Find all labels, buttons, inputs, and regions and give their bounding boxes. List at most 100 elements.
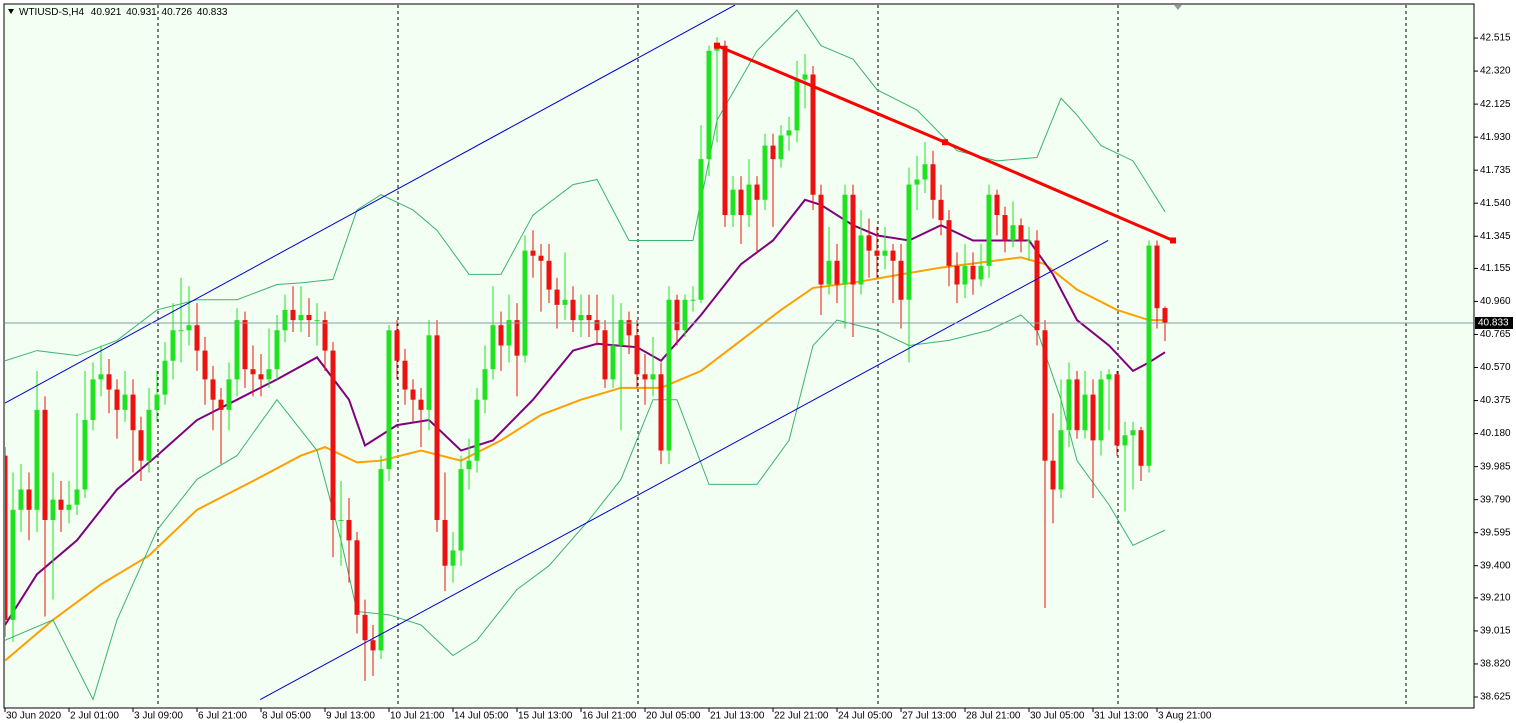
trend-marker	[714, 42, 720, 49]
indicator-line	[5, 9, 1166, 362]
candle-body	[114, 389, 120, 410]
candle-body	[658, 374, 664, 451]
candle-body	[994, 194, 1000, 216]
candle-body	[202, 350, 208, 380]
candle-body	[562, 299, 568, 305]
candle-body	[514, 320, 520, 356]
candle-body	[42, 409, 48, 520]
candle-body	[58, 499, 64, 510]
x-tick-label: 28 Jul 21:00	[966, 711, 1021, 722]
candle-body	[242, 320, 248, 370]
y-tick-label: 42.125	[1480, 99, 1511, 110]
candle-body	[906, 184, 912, 300]
candle-body	[650, 374, 656, 380]
x-tick-label: 9 Jul 13:00	[326, 711, 375, 722]
candle-body	[1050, 460, 1056, 490]
candle-body	[170, 330, 176, 361]
candle-body	[546, 260, 552, 290]
candle-body	[146, 409, 152, 461]
candle-body	[1034, 240, 1040, 331]
candle-body	[314, 320, 320, 322]
chart-title: WTIUSD-S,H4	[19, 7, 84, 18]
plot-layer	[5, 5, 1473, 701]
y-tick-label: 41.735	[1480, 165, 1511, 176]
candle-body	[706, 50, 712, 160]
candle-body	[122, 394, 128, 410]
candle-body	[66, 504, 72, 510]
candle-body	[530, 250, 536, 256]
candle-body	[282, 309, 288, 331]
candle-body	[522, 250, 528, 356]
candle-body	[890, 250, 896, 261]
candle-body	[74, 489, 80, 505]
x-tick-label: 27 Jul 13:00	[902, 711, 957, 722]
candle-body	[1066, 379, 1072, 431]
candle-body	[1130, 430, 1136, 436]
y-tick-label: 41.930	[1480, 132, 1511, 143]
candle-body	[1138, 430, 1144, 466]
trend-marker	[1170, 237, 1176, 244]
y-tick-label: 40.765	[1480, 329, 1511, 340]
candle-body	[290, 309, 296, 321]
candle-body	[266, 369, 272, 380]
y-tick-label: 40.960	[1480, 296, 1511, 307]
candle-body	[930, 164, 936, 200]
x-tick-label: 15 Jul 13:00	[518, 711, 573, 722]
candle-body	[402, 360, 408, 390]
x-tick-label: 3 Aug 21:00	[1158, 711, 1212, 722]
candle-body	[466, 460, 472, 470]
y-tick-label: 41.540	[1480, 198, 1511, 209]
candle-body	[434, 335, 440, 520]
y-tick-label: 40.570	[1480, 362, 1511, 373]
candle-body	[818, 194, 824, 285]
trend-line	[5, 5, 736, 404]
candle-body	[226, 379, 232, 410]
candle-body	[298, 315, 304, 321]
candle-body	[794, 79, 800, 131]
x-tick-label: 14 Jul 05:00	[454, 711, 509, 722]
candle-body	[130, 394, 136, 431]
y-tick-label: 40.180	[1480, 428, 1511, 439]
y-tick-label: 42.320	[1480, 66, 1511, 77]
y-tick-label: 40.375	[1480, 395, 1511, 406]
candle-body	[882, 250, 888, 256]
candle-body	[386, 330, 392, 470]
candle-body	[178, 330, 184, 332]
candle-body	[1042, 330, 1048, 461]
candle-body	[762, 145, 768, 200]
candle-body	[674, 299, 680, 331]
candle-body	[698, 159, 704, 300]
candle-body	[378, 469, 384, 651]
candle-body	[34, 409, 40, 510]
x-tick-label: 24 Jul 05:00	[838, 711, 893, 722]
y-tick-label: 41.155	[1480, 263, 1511, 274]
candle-body	[194, 325, 200, 351]
plot-area	[3, 3, 1475, 709]
candle-body	[594, 320, 600, 331]
candle-body	[306, 315, 312, 321]
candle-body	[1026, 240, 1032, 242]
candle-body	[770, 145, 776, 160]
candle-body	[1162, 308, 1168, 323]
candle-body	[802, 74, 808, 80]
candle-body	[330, 350, 336, 520]
candle-body	[1074, 379, 1080, 431]
candle-body	[610, 345, 616, 380]
candle-body	[26, 489, 32, 510]
candle-body	[810, 74, 816, 195]
candle-body	[162, 360, 168, 395]
candle-body	[538, 255, 544, 261]
header-arrow	[8, 9, 14, 14]
indicator-line	[5, 314, 1166, 701]
candle-body	[370, 640, 376, 651]
candle-body	[426, 335, 432, 410]
candle-body	[490, 325, 496, 370]
candle-body	[618, 320, 624, 346]
candle-body	[586, 315, 592, 321]
candle-body	[970, 265, 976, 280]
candle-body	[250, 369, 256, 375]
candle-body	[442, 519, 448, 566]
candle-body	[626, 320, 632, 336]
candle-body	[354, 540, 360, 615]
candle-body	[90, 379, 96, 421]
